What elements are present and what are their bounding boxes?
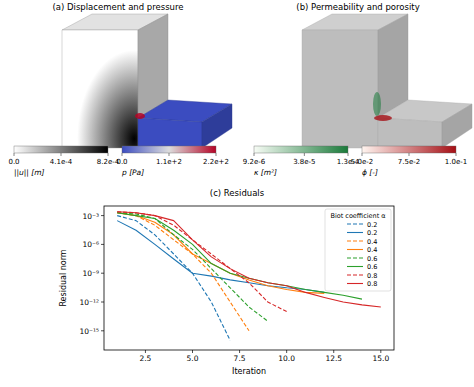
legend-swatch [347,232,363,233]
panel-0: (a) Displacement and pressure0.04.1e-48.… [8,2,232,177]
colorbar-tick-label: 0.0 [8,158,19,166]
y-tick [101,244,104,245]
legend-swatch [347,223,363,224]
y-tick [101,330,104,331]
x-tick [192,350,193,353]
colorbar-tick-label: 3.8e-5 [293,158,315,166]
legend-label: 0.6 [367,263,377,271]
block-face [62,30,138,148]
colorbar-label: ||u|| [m] [14,168,44,177]
block-face [138,118,202,148]
panel-title: (a) Displacement and pressure [52,2,183,12]
colorbar-tick-label: 1.0e-1 [445,158,467,166]
series-line [117,213,324,294]
legend-label: 0.4 [367,238,377,246]
x-tick-label: 15.0 [372,354,389,363]
colorbar-tick [14,153,15,156]
colorbar-tick-label: 0.0 [116,158,127,166]
colorbar-tick [456,153,457,156]
x-tick [286,350,287,353]
colorbar-tick [122,153,123,156]
y-tick-label: 10⁻⁶ [82,240,99,249]
legend-swatch [347,249,363,250]
colorbar-tick-label: 4.1e-4 [50,158,73,166]
colorbar-tick-label: 1.1e+2 [156,158,182,166]
colorbar-tick [409,153,410,156]
x-tick-label: 2.5 [139,354,151,363]
permeability-spot [373,92,381,116]
colorbar-tick-label: 2.2e+2 [203,158,229,166]
x-tick-label: 7.5 [234,354,246,363]
y-tick [101,273,104,274]
y-tick-label: 10⁻³ [82,212,99,221]
x-tick-label: 5.0 [187,354,199,363]
colorbar-tick-label: 7.5e-2 [398,158,420,166]
plot-frame [104,206,394,350]
x-tick [145,350,146,353]
legend-box [325,209,391,291]
x-tick [333,350,334,353]
colorbar-label: ϕ [-] [362,168,378,177]
y-tick-label: 10⁻⁹ [82,269,99,278]
y-tick-label: 10⁻¹⁵ [79,327,99,336]
y-axis-title: Residual norm [59,249,68,306]
panel-title: (b) Permeability and porosity [296,2,419,12]
colorbar-tick [304,153,305,156]
legend-label: 0.4 [367,246,377,254]
colorbar-tick [108,153,109,156]
block-face [378,14,408,118]
rendering [302,14,472,148]
legend-title: Biot coefficient α [330,212,385,220]
colorbar-tick-label: 5.0e-2 [351,158,373,166]
colorbar [122,146,216,153]
series-line [117,213,268,321]
colorbar-tick [61,153,62,156]
colorbar-tick [216,153,217,156]
x-tick-label: 12.5 [325,354,342,363]
colorbar-tick [254,153,255,156]
chart: (c) Residuals 2.5 5.0 7.5 10.0 12.5 15.0 10⁻¹⁵ 1… [59,188,394,376]
porosity-spot [374,115,392,121]
colorbar [362,146,456,153]
legend-swatch [347,240,363,241]
colorbar-label: p [Pa] [121,168,144,177]
colorbar-label: κ [m²] [254,168,277,177]
legend-label: 0.2 [367,221,377,229]
x-tick-label: 10.0 [278,354,295,363]
chart-title: (c) Residuals [210,188,265,198]
legend-label: 0.8 [367,280,377,288]
colorbar-tick [362,153,363,156]
legend-swatch [347,266,363,267]
block-face [138,14,168,118]
rendering [62,14,232,148]
series-line [117,212,286,312]
x-tick [239,350,240,353]
x-axis-title: Iteration [232,367,266,376]
colorbar [254,146,348,153]
legend-swatch [347,257,363,258]
legend-label: 0.6 [367,255,377,263]
legend-swatch [347,274,363,275]
block-face [378,118,442,148]
block-face [202,104,232,148]
x-tick [380,350,381,353]
panel-1: (b) Permeability and porosity 9.2e-6 3.8e-… [243,2,472,177]
legend-label: 0.2 [367,229,377,237]
colorbar-tick-label: 9.2e-6 [243,158,266,166]
colorbar-tick [348,153,349,156]
figure: (a) Displacement and pressure0.04.1e-48.… [0,0,474,387]
y-tick [101,302,104,303]
series-line [117,221,324,293]
colorbar-tick [169,153,170,156]
block-face [302,30,378,148]
block-face [442,104,472,148]
pressure-spot [135,113,145,119]
legend-swatch [347,283,363,284]
legend: Biot coefficient α0.20.20.40.40.60.60.80… [325,209,391,291]
colorbar [14,146,108,153]
legend-label: 0.8 [367,272,377,280]
y-tick-label: 10⁻¹² [79,298,99,307]
y-tick [101,215,104,216]
